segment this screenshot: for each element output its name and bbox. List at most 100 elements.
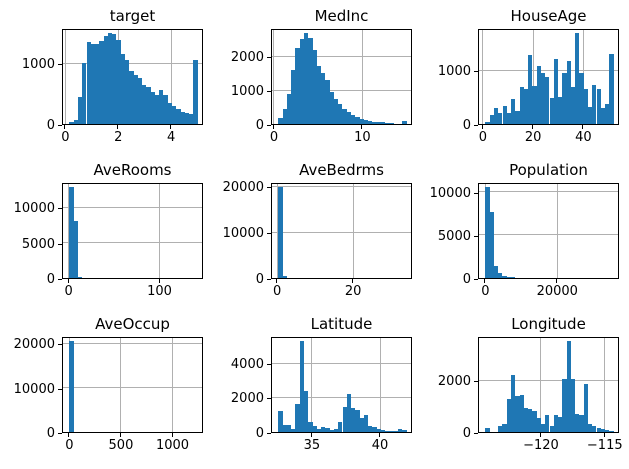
histogram-bar [189, 114, 194, 124]
histogram-bar [90, 44, 96, 124]
histogram-bar [600, 428, 606, 432]
x-tick-label: 40 [371, 438, 389, 453]
histogram-bar [605, 430, 610, 432]
plot-area [478, 337, 619, 433]
histogram-bar [402, 429, 407, 432]
histogram-bar [338, 421, 343, 432]
histogram-bar [515, 110, 520, 124]
gridline-y [479, 379, 618, 381]
y-tick-label: 0 [462, 118, 471, 133]
x-tick-label: 100 [147, 284, 172, 299]
tick-mark [603, 433, 605, 437]
y-tick-label: 10000 [13, 381, 55, 397]
histogram-bar [308, 37, 313, 124]
histogram-bar [107, 32, 113, 124]
tick-mark [582, 125, 584, 129]
y-tick-label: 0 [255, 426, 264, 441]
histogram-bar [376, 429, 381, 432]
histogram-bar [69, 340, 74, 432]
histogram-bar [137, 77, 143, 124]
histogram-bar [124, 60, 130, 124]
histogram-bar [600, 107, 606, 124]
tick-mark [58, 279, 62, 280]
histogram-bar [112, 34, 117, 124]
histogram-bar [385, 122, 390, 124]
y-tick-label: 2000 [230, 391, 264, 407]
x-tick-label: −120 [523, 438, 559, 453]
histogram-bar [359, 118, 364, 124]
y-tick-label: 0 [46, 426, 55, 441]
histogram-bar [536, 65, 541, 124]
gridline-x [68, 338, 70, 432]
histogram-bar [329, 430, 334, 432]
gridline-x [556, 184, 558, 278]
histogram-bar [346, 394, 352, 432]
tick-mark [379, 433, 381, 437]
histogram-bar [316, 429, 322, 432]
y-tick-label: 5000 [437, 228, 471, 244]
histogram-bar [579, 72, 584, 124]
gridline-y [272, 231, 411, 233]
x-tick-label: 4 [167, 130, 176, 145]
gridline-y [479, 69, 618, 71]
tick-mark [539, 433, 541, 437]
tick-mark [64, 125, 66, 129]
gridline-y [63, 342, 202, 344]
subplot-latitude: Latitude 35 40 0 2000 4000 [231, 315, 412, 453]
histogram-bar [583, 384, 588, 432]
gridline-x [540, 338, 542, 432]
histogram-bar [493, 108, 499, 124]
histogram-bar [549, 425, 554, 432]
histogram-bar [502, 424, 507, 432]
x-tick-label: 1000 [155, 438, 190, 453]
histogram-bar [368, 120, 373, 124]
gridline-x [484, 184, 486, 278]
y-tick-label: 2000 [230, 50, 264, 66]
tick-mark [267, 91, 271, 93]
histogram-bar [73, 221, 78, 278]
gridline-x [361, 30, 363, 124]
gridline-y [272, 185, 411, 187]
histogram-bar [558, 97, 563, 124]
plot-area [62, 29, 203, 125]
histogram-bar [511, 375, 516, 432]
subplot-title: AveOccup [95, 315, 170, 333]
y-tick-label: 20000 [13, 337, 55, 353]
x-tick-label: 0 [269, 130, 279, 145]
histogram-bar [587, 424, 593, 432]
histogram-bar [523, 407, 529, 432]
histogram-bar [402, 121, 407, 124]
subplot-averooms: AveRooms 0 100 0 5000 10000 [14, 161, 203, 299]
gridline-x [276, 184, 278, 278]
histogram-bar [193, 60, 198, 124]
gridline-y [272, 89, 411, 91]
histogram-bar [184, 113, 190, 124]
gridline-x [311, 338, 313, 432]
histogram-bar [592, 425, 597, 432]
gridline-x [352, 184, 354, 278]
y-tick-label: 20000 [222, 180, 264, 196]
histogram-bar [583, 89, 588, 124]
histogram-bar [570, 379, 576, 432]
histogram-bar [299, 39, 305, 124]
histogram-bar [372, 121, 377, 124]
tick-mark [267, 279, 271, 280]
histogram-bar [363, 120, 369, 124]
gridline-y [479, 234, 618, 236]
histogram-bar [393, 123, 399, 124]
histogram-bar [282, 425, 287, 432]
histogram-bar [103, 36, 108, 124]
histogram-bar [545, 415, 550, 432]
histogram-bar [355, 409, 360, 432]
histogram-bar [485, 428, 490, 432]
histogram-bar [523, 89, 529, 124]
subplot-longitude: Longitude −120 −115 0 2000 [438, 315, 623, 453]
tick-mark [532, 125, 534, 129]
histogram-bar [609, 430, 614, 432]
subplot-houseage: HouseAge 0 20 40 0 1000 [438, 7, 619, 145]
histogram-bar [575, 32, 580, 124]
subplot-aveoccup: AveOccup 0 500 1000 0 10000 20000 [14, 315, 203, 453]
y-tick-label: 1000 [21, 57, 55, 73]
histogram-bar [511, 277, 516, 278]
x-tick-label: 35 [303, 438, 321, 453]
